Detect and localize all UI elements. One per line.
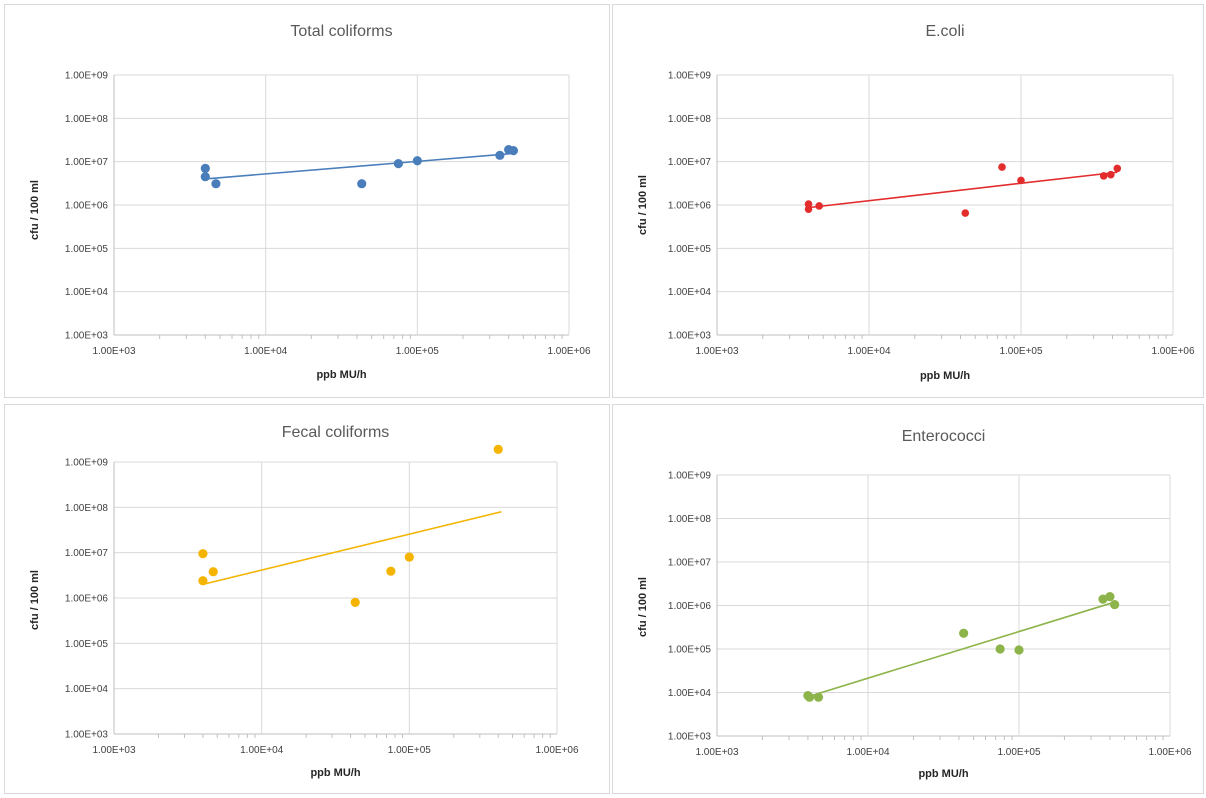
- y-tick-label: 1.00E+04: [668, 287, 712, 298]
- x-tick-label: 1.00E+06: [1148, 747, 1192, 758]
- trendline: [205, 152, 514, 180]
- data-point: [211, 179, 221, 189]
- x-tick-label: 1.00E+03: [695, 747, 739, 758]
- y-tick-label: 1.00E+06: [668, 201, 712, 212]
- y-tick-label: 1.00E+07: [65, 157, 109, 168]
- data-point: [815, 202, 823, 210]
- x-axis-label: ppb MU/h: [316, 369, 366, 381]
- data-point: [404, 552, 414, 562]
- data-point: [998, 163, 1006, 171]
- y-tick-label: 1.00E+08: [65, 503, 109, 514]
- y-tick-label: 1.00E+05: [65, 639, 109, 650]
- x-tick-label: 1.00E+06: [1151, 346, 1195, 357]
- y-tick-label: 1.00E+09: [668, 71, 712, 82]
- chart-fecal-coliforms: 1.00E+03 1.00E+04 1.00E+05 1.00E+06 1.00E+07…: [4, 404, 610, 794]
- data-point: [1107, 170, 1115, 179]
- data-point: [813, 692, 824, 702]
- y-tick-label: 1.00E+07: [668, 157, 712, 168]
- data-point: [1099, 172, 1108, 180]
- x-axis-label: ppb MU/h: [918, 768, 968, 780]
- y-axis-label: cfu / 100 ml: [637, 175, 649, 235]
- data-point: [995, 644, 1005, 654]
- x-tick-label: 1.00E+06: [547, 346, 591, 357]
- y-axis-label: cfu / 100 ml: [637, 577, 649, 637]
- chart-svg: 1.00E+03 1.00E+04 1.00E+05 1.00E+06 1.00E+07…: [29, 23, 591, 381]
- chart-total-coliforms: 1.00E+03 1.00E+04 1.00E+05 1.00E+06 1.00E+07…: [4, 4, 610, 398]
- data-point: [1098, 594, 1108, 604]
- y-tick-label: 1.00E+08: [668, 514, 712, 525]
- chart-svg: 1.00E+03 1.00E+04 1.00E+05 1.00E+06 1.00E+07…: [637, 428, 1192, 780]
- data-point: [1105, 592, 1115, 602]
- y-tick-label: 1.00E+09: [65, 71, 109, 82]
- data-point: [1017, 176, 1025, 185]
- x-tick-label: 1.00E+05: [396, 346, 440, 357]
- data-point: [393, 159, 403, 169]
- x-tick-label: 1.00E+04: [240, 745, 284, 756]
- data-point: [386, 566, 396, 576]
- y-tick-label: 1.00E+09: [65, 458, 109, 469]
- y-axis-label: cfu / 100 ml: [29, 180, 41, 240]
- x-tick-label: 1.00E+04: [846, 747, 890, 758]
- y-tick-label: 1.00E+08: [668, 114, 712, 125]
- chart-e-coli: 1.00E+03 1.00E+04 1.00E+05 1.00E+06 1.00E+07…: [612, 4, 1204, 398]
- x-axis-label: ppb MU/h: [310, 767, 360, 779]
- y-tick-label: 1.00E+04: [65, 684, 109, 695]
- trendline: [202, 510, 502, 586]
- data-point: [961, 209, 970, 217]
- y-tick-label: 1.00E+03: [668, 732, 712, 743]
- y-tick-label: 1.00E+04: [65, 287, 109, 298]
- data-point: [495, 150, 505, 160]
- y-axis-label: cfu / 100 ml: [29, 570, 41, 630]
- data-point: [959, 628, 969, 638]
- data-point: [1110, 599, 1120, 610]
- y-tick-label: 1.00E+09: [668, 471, 712, 482]
- x-tick-label: 1.00E+03: [695, 346, 739, 357]
- trendline: [808, 171, 1118, 209]
- y-tick-label: 1.00E+05: [668, 244, 712, 255]
- chart-svg: 1.00E+03 1.00E+04 1.00E+05 1.00E+06 1.00E+07…: [29, 424, 579, 779]
- y-tick-label: 1.00E+03: [668, 331, 712, 342]
- data-point: [198, 576, 208, 586]
- y-tick-label: 1.00E+05: [65, 244, 109, 255]
- data-point: [1014, 645, 1024, 655]
- data-point: [508, 146, 519, 156]
- x-tick-label: 1.00E+05: [997, 747, 1041, 758]
- y-tick-label: 1.00E+07: [668, 558, 712, 569]
- y-tick-label: 1.00E+03: [65, 331, 109, 342]
- chart-title: E.coli: [925, 23, 964, 40]
- y-tick-label: 1.00E+08: [65, 114, 109, 125]
- chart-title: Fecal coliforms: [282, 424, 390, 441]
- x-tick-label: 1.00E+03: [92, 745, 136, 756]
- x-tick-label: 1.00E+04: [847, 346, 891, 357]
- chart-title: Enterococci: [902, 428, 986, 445]
- data-point: [198, 549, 208, 559]
- data-point: [200, 163, 210, 173]
- x-tick-label: 1.00E+05: [999, 346, 1043, 357]
- data-point: [804, 205, 813, 213]
- data-point: [350, 597, 360, 607]
- x-tick-label: 1.00E+06: [535, 745, 579, 756]
- y-tick-label: 1.00E+06: [668, 601, 712, 612]
- x-tick-label: 1.00E+04: [244, 346, 288, 357]
- chart-title: Total coliforms: [290, 23, 392, 40]
- data-point: [412, 156, 422, 166]
- y-tick-label: 1.00E+07: [65, 548, 109, 559]
- y-tick-label: 1.00E+04: [668, 688, 712, 699]
- x-axis-label: ppb MU/h: [920, 370, 970, 382]
- data-point: [493, 444, 503, 454]
- trendline: [807, 601, 1115, 698]
- chart-enterococci: 1.00E+03 1.00E+04 1.00E+05 1.00E+06 1.00E+07…: [612, 404, 1204, 794]
- y-tick-label: 1.00E+06: [65, 594, 109, 605]
- x-tick-label: 1.00E+03: [92, 346, 136, 357]
- y-tick-label: 1.00E+05: [668, 645, 712, 656]
- data-point: [200, 172, 210, 182]
- data-point: [208, 567, 218, 577]
- data-point: [357, 179, 367, 189]
- x-tick-label: 1.00E+05: [388, 745, 432, 756]
- y-tick-label: 1.00E+06: [65, 201, 109, 212]
- data-point: [804, 692, 815, 702]
- y-tick-label: 1.00E+03: [65, 730, 109, 741]
- chart-svg: 1.00E+03 1.00E+04 1.00E+05 1.00E+06 1.00E+07…: [637, 23, 1195, 382]
- data-point: [1113, 164, 1122, 173]
